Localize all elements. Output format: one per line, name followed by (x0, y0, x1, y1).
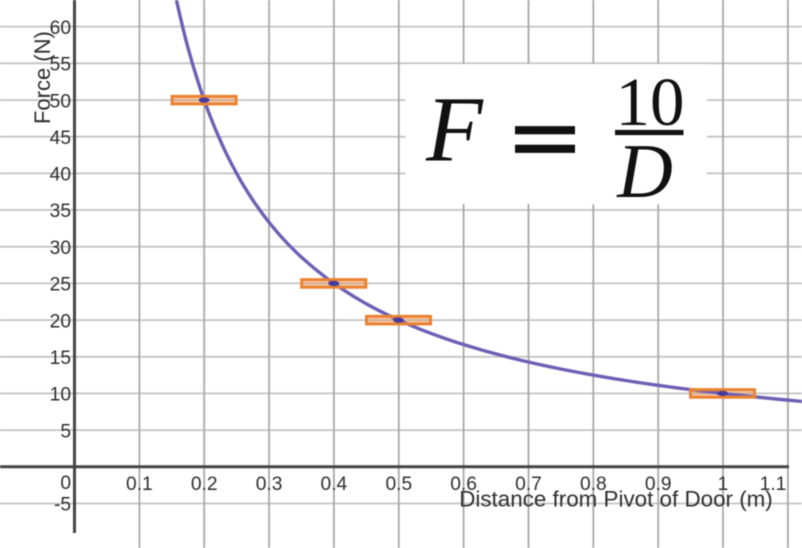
svg-text:60: 60 (50, 18, 71, 39)
svg-text:10: 10 (616, 64, 685, 140)
svg-text:50: 50 (50, 91, 71, 112)
svg-text:0: 0 (60, 473, 71, 494)
svg-text:45: 45 (50, 128, 71, 149)
svg-text:F: F (425, 78, 484, 181)
svg-text:55: 55 (50, 55, 71, 76)
svg-text:40: 40 (50, 165, 71, 186)
svg-text:1.1: 1.1 (760, 474, 787, 495)
svg-text:-5: -5 (54, 495, 71, 516)
svg-text:0.2: 0.2 (191, 474, 218, 495)
svg-text:0.5: 0.5 (385, 474, 412, 495)
svg-text:0.8: 0.8 (580, 474, 607, 495)
svg-text:15: 15 (50, 348, 71, 369)
svg-text:35: 35 (50, 201, 71, 222)
svg-text:Force (N): Force (N) (30, 31, 55, 124)
svg-text:0.3: 0.3 (256, 474, 283, 495)
svg-text:0.9: 0.9 (645, 474, 672, 495)
svg-text:30: 30 (50, 238, 71, 259)
svg-text:25: 25 (50, 275, 71, 296)
svg-text:5: 5 (60, 421, 71, 442)
svg-text:10: 10 (50, 385, 71, 406)
svg-text:0.1: 0.1 (126, 474, 153, 495)
svg-text:1: 1 (718, 474, 729, 495)
svg-text:0.6: 0.6 (450, 474, 477, 495)
svg-text:Distance from Pivot of Door (m: Distance from Pivot of Door (m) (459, 487, 773, 512)
svg-text:0.4: 0.4 (321, 474, 348, 495)
svg-text:0.7: 0.7 (515, 474, 542, 495)
svg-text:20: 20 (50, 311, 71, 332)
svg-text:D: D (616, 128, 673, 214)
